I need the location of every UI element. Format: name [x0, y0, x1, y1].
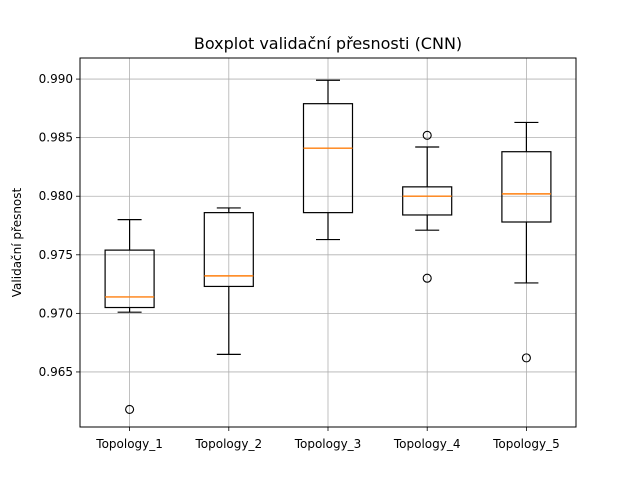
- iqr-box: [402, 186, 453, 216]
- outlier-point: [521, 353, 531, 363]
- y-tick-label: 0.970: [39, 306, 73, 320]
- x-tick-label: Topology_3: [294, 437, 362, 451]
- y-tick-label: 0.965: [39, 365, 73, 379]
- iqr-box: [501, 151, 552, 223]
- y-tick-label: 0.990: [39, 72, 73, 86]
- y-axis-label: Validační přesnost: [10, 187, 24, 297]
- boxes: [104, 79, 552, 414]
- iqr-box: [104, 249, 155, 309]
- x-tick-label: Topology_1: [95, 437, 163, 451]
- chart-title: Boxplot validační přesnosti (CNN): [194, 34, 462, 53]
- x-tick-label: Topology_2: [194, 437, 262, 451]
- iqr-box: [203, 212, 254, 288]
- ticks: 0.965 0.970 0.975 0.980 0.985 0.990 Topology_1…: [39, 72, 560, 451]
- iqr-box: [302, 103, 354, 214]
- outlier-point: [422, 273, 432, 283]
- y-tick-label: 0.980: [39, 189, 73, 203]
- y-tick-label: 0.975: [39, 248, 73, 262]
- outlier-point: [125, 404, 135, 414]
- x-tick-label: Topology_4: [393, 437, 461, 451]
- x-tick-label: Topology_5: [492, 437, 560, 451]
- outlier-point: [422, 130, 432, 140]
- y-tick-label: 0.985: [39, 131, 73, 145]
